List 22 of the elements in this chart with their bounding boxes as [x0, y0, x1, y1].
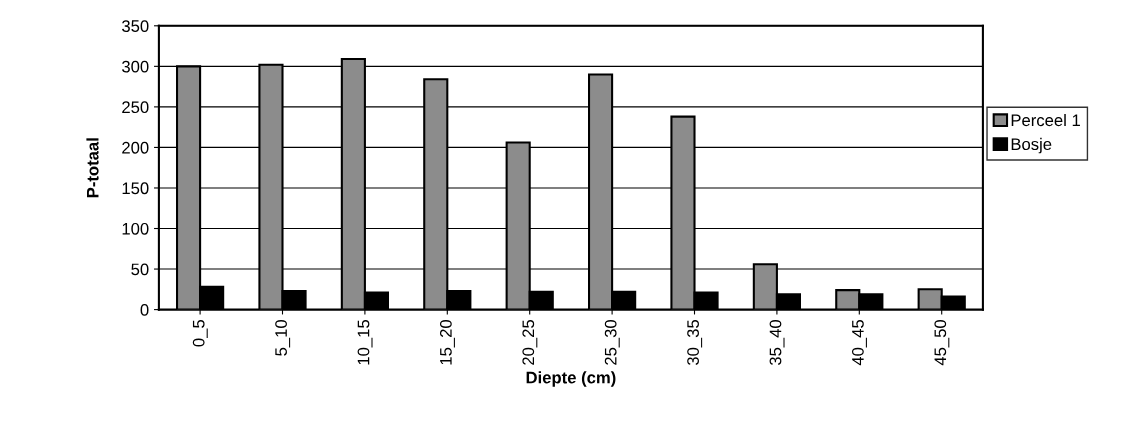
x-tick-label: 25_30 [604, 319, 620, 365]
x-tick-label: 15_20 [439, 319, 455, 365]
y-tick-label: 0 [140, 304, 149, 316]
x-tick-label: 0_5 [192, 320, 208, 347]
x-tick-label: 40_45 [851, 320, 867, 366]
y-tick-label: 50 [131, 263, 149, 276]
y-tick-label: 200 [122, 141, 149, 154]
x-tick-label: 35_40 [769, 319, 785, 366]
y-tick-label: 150 [122, 182, 149, 195]
legend-label: Perceel 1 [1011, 113, 1080, 127]
x-tick-label: 5_10 [275, 319, 291, 356]
y-axis-title: P-totaal [86, 138, 99, 198]
legend-label: Bosje [1011, 137, 1052, 154]
y-tick-label: 100 [122, 222, 149, 235]
y-tick-label: 350 [122, 20, 149, 32]
x-axis-title: Diepte (cm) [526, 371, 616, 387]
x-tick-label: 10_15 [357, 320, 373, 365]
x-tick-label: 45_50 [934, 319, 950, 366]
y-tick-label: 250 [122, 101, 149, 114]
x-tick-label: 30_35 [687, 320, 703, 366]
y-tick-label: 300 [122, 60, 149, 73]
x-tick-label: 20_25 [522, 320, 538, 365]
